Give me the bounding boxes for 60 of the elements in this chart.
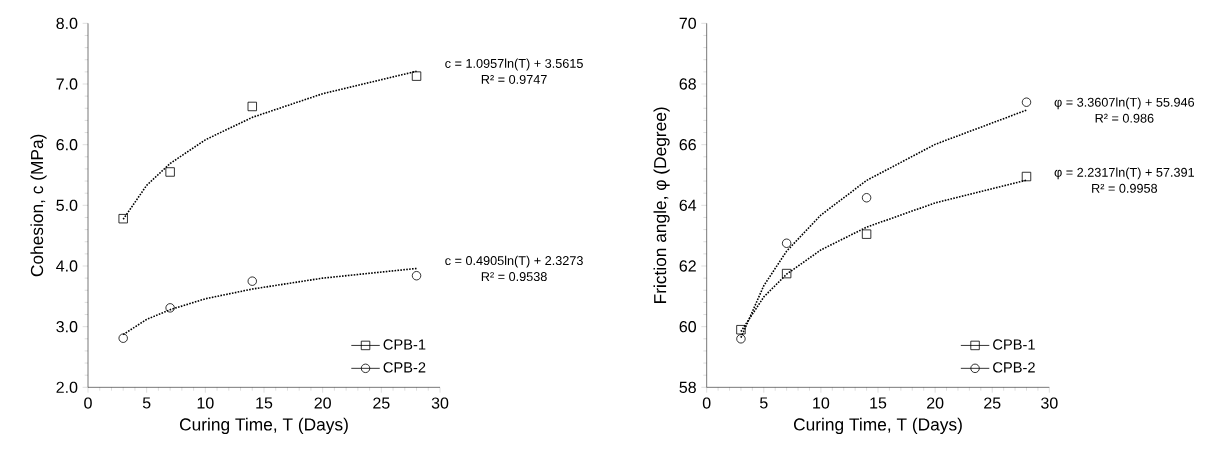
point — [1021, 97, 1032, 107]
y-tick-label: 5.0 — [56, 199, 78, 211]
point — [781, 268, 792, 279]
y-tick-label: 62 — [679, 260, 696, 272]
y-tick-label: 2.0 — [56, 381, 78, 393]
x-tick-label: 5 — [759, 397, 768, 409]
legend-label: CPB-2 — [383, 362, 426, 373]
text: R² = 0.9538 — [481, 272, 547, 282]
text: c = 0.4905ln(T) + 2.3273 — [445, 255, 583, 268]
x-tick-label: 20 — [927, 397, 944, 409]
x-tick-label: 15 — [870, 397, 887, 409]
x-tick-label: 30 — [431, 397, 449, 409]
point — [861, 193, 872, 203]
text: φ = 2.2317ln(T) + 57.391 — [1054, 167, 1194, 180]
point — [736, 334, 746, 344]
point — [165, 167, 175, 177]
x-axis-title: Curing Time, T (Days) — [793, 417, 962, 435]
point — [247, 276, 257, 286]
y-axis-title: Friction angle, φ (Degree) — [653, 107, 670, 303]
x-tick-label: 30 — [1041, 397, 1058, 409]
y-tick-label: 64 — [679, 199, 697, 211]
x-tick-label: 10 — [813, 397, 830, 409]
y-tick-label: 66 — [679, 139, 696, 151]
point — [411, 71, 422, 81]
y-tick-label: 6.0 — [56, 139, 78, 151]
x-tick-label: 25 — [984, 397, 1001, 409]
point — [781, 238, 792, 248]
text: R² = 0.9747 — [481, 74, 547, 84]
y-tick-label: 58 — [679, 381, 696, 393]
x-tick-label: 0 — [702, 397, 711, 409]
y-tick-label: 7.0 — [56, 78, 78, 90]
y-tick-label: 3.0 — [56, 321, 78, 333]
y-axis-title: Cohesion, c (MPa) — [30, 134, 47, 277]
x-axis-title: Curing Time, T (Days) — [179, 417, 348, 435]
y-tick-label: 4.0 — [56, 260, 78, 272]
legend-label: CPB-1 — [383, 339, 426, 350]
point — [247, 101, 257, 112]
y-tick-label: 8.0 — [56, 17, 78, 29]
point — [165, 303, 175, 313]
x-tick-label: 5 — [142, 397, 151, 409]
point — [861, 229, 872, 239]
x-tick-label: 10 — [197, 397, 214, 409]
legend-label: CPB-2 — [993, 362, 1035, 373]
y-tick-label: 70 — [679, 17, 697, 29]
x-tick-label: 15 — [256, 397, 273, 409]
text: R² = 0.986 — [1095, 113, 1154, 123]
point — [118, 214, 128, 224]
point — [736, 325, 746, 335]
text: c = 1.0957ln(T) + 3.5615 — [445, 58, 583, 71]
x-tick-label: 0 — [84, 397, 92, 409]
x-tick-label: 25 — [373, 397, 390, 409]
point — [118, 333, 128, 343]
legend-label: CPB-1 — [993, 339, 1035, 350]
y-tick-label: 60 — [679, 321, 697, 333]
text: R² = 0.9958 — [1092, 183, 1158, 193]
text: φ = 3.3607ln(T) + 55.946 — [1054, 97, 1195, 110]
point — [1021, 171, 1032, 182]
y-tick-label: 68 — [679, 78, 696, 90]
x-tick-label: 20 — [314, 397, 331, 409]
point — [411, 271, 422, 281]
